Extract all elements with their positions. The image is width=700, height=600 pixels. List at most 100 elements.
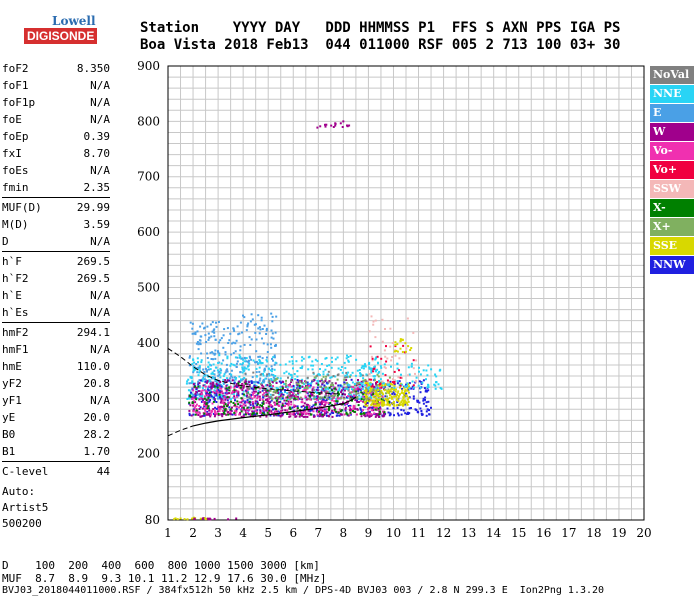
echo-point <box>179 517 182 520</box>
echo-point <box>233 382 236 385</box>
echo-point <box>202 517 205 520</box>
echo-point <box>260 362 263 365</box>
echo-point <box>369 406 372 409</box>
echo-point <box>281 397 284 399</box>
echo-point <box>242 314 244 317</box>
echo-point <box>358 382 360 385</box>
echo-point <box>220 337 223 340</box>
echo-point <box>204 380 207 383</box>
echo-point <box>200 394 202 397</box>
echo-point <box>313 397 316 400</box>
echo-point <box>271 368 274 370</box>
x-tick-label: 8 <box>340 526 348 540</box>
echo-point <box>434 384 437 387</box>
param-value: 3.59 <box>83 218 111 231</box>
echo-point <box>259 355 262 358</box>
echo-point <box>196 330 199 333</box>
echo-point <box>262 374 265 377</box>
echo-point <box>320 403 323 405</box>
echo-point <box>350 409 352 411</box>
echo-point <box>337 393 340 396</box>
echo-point <box>373 367 376 370</box>
echo-point <box>276 403 279 406</box>
parameter-table: foF2 8.350 foF1 N/A foF1p N/A foE N/A foEp 0.39 fx… <box>2 60 110 480</box>
echo-point <box>208 400 211 403</box>
echo-point <box>258 382 261 385</box>
echo-point <box>233 329 236 332</box>
echo-point <box>215 407 218 410</box>
echo-point <box>198 412 201 415</box>
param-row: h`Es N/A <box>2 304 110 321</box>
echo-point <box>205 392 208 395</box>
echo-point <box>225 369 228 372</box>
echo-point <box>374 387 377 390</box>
echo-point <box>250 406 253 409</box>
echo-point <box>242 393 245 396</box>
echo-point <box>240 397 243 400</box>
echo-point <box>273 407 276 410</box>
echo-point <box>364 384 367 387</box>
echo-point <box>256 394 259 397</box>
echo-point <box>393 393 396 396</box>
echo-point <box>315 398 318 401</box>
echo-point <box>327 414 330 417</box>
echo-point <box>286 413 289 415</box>
echo-point <box>201 322 204 325</box>
echo-point <box>228 401 231 404</box>
echo-point <box>340 389 343 392</box>
echo-point <box>224 371 227 374</box>
echo-point <box>408 407 411 410</box>
echo-point <box>421 381 424 384</box>
echo-point <box>311 405 314 408</box>
echo-point <box>272 394 275 397</box>
echo-point <box>208 379 211 382</box>
echo-point <box>347 360 350 363</box>
echo-point <box>375 401 378 404</box>
echo-point <box>275 399 278 402</box>
echo-point <box>300 405 303 408</box>
echo-point <box>308 404 311 407</box>
echo-point <box>318 393 321 395</box>
echo-point <box>248 393 251 396</box>
echo-point <box>290 379 293 382</box>
echo-point <box>416 399 419 402</box>
echo-point <box>284 389 286 392</box>
echo-point <box>216 385 219 388</box>
echo-point <box>334 387 336 390</box>
echo-point <box>281 402 284 405</box>
echo-point <box>197 380 200 383</box>
echo-point <box>265 415 268 418</box>
echo-point <box>367 414 370 417</box>
echo-point <box>206 391 208 394</box>
echo-point <box>301 385 304 388</box>
echo-point <box>255 367 258 370</box>
echo-point <box>190 392 193 395</box>
echo-point <box>379 407 382 410</box>
echo-point <box>276 389 278 392</box>
echo-point <box>229 380 232 383</box>
echo-point <box>362 395 365 398</box>
echo-point <box>393 386 396 389</box>
echo-point <box>217 397 219 400</box>
echo-point <box>412 367 415 370</box>
echo-point <box>257 389 260 392</box>
echo-point <box>348 409 351 412</box>
param-value: 294.1 <box>76 326 110 339</box>
y-tick-label: 700 <box>137 170 160 184</box>
echo-point <box>295 393 297 396</box>
echo-point <box>360 366 363 369</box>
echo-point <box>263 392 266 395</box>
echo-point <box>246 324 249 326</box>
echo-point <box>266 356 268 359</box>
echo-point <box>345 379 348 381</box>
echo-point <box>233 364 236 367</box>
param-row: foF1 N/A <box>2 77 110 94</box>
echo-point <box>209 368 212 371</box>
echo-point <box>290 388 293 391</box>
echo-point <box>245 392 248 394</box>
x-tick-label: 2 <box>189 526 197 540</box>
echo-point <box>325 390 328 393</box>
echo-point <box>243 408 246 411</box>
echo-point <box>191 332 194 335</box>
echo-point <box>385 345 387 348</box>
